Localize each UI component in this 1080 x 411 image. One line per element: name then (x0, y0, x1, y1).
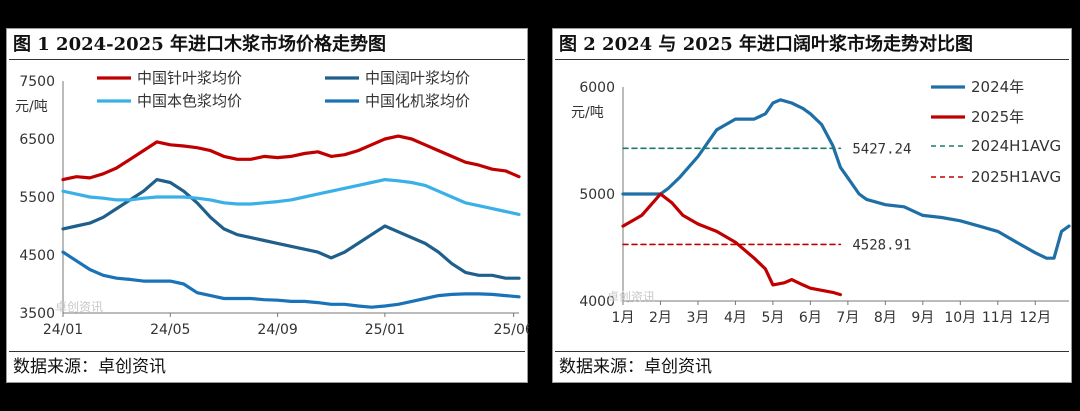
avg-value-label: 4528.91 (852, 237, 911, 253)
y-tick-label: 3500 (19, 306, 55, 322)
x-tick-label: 6月 (799, 310, 822, 326)
chart-panel-1: 图 1 2024-2025 年进口木浆市场价格走势图 3500 4500 5500 6… (6, 28, 529, 383)
y-tick-label: 5000 (579, 187, 615, 203)
legend-label-3: 中国化机浆均价 (365, 92, 470, 110)
legend-label-0: 中国针叶浆均价 (137, 69, 242, 87)
y-tick-label: 7500 (19, 74, 55, 90)
watermark: 卓创资讯 (607, 290, 655, 304)
watermark: 卓创资讯 (55, 300, 103, 314)
legend-label-1: 中国阔叶浆均价 (365, 69, 470, 87)
y-tick-label: 5500 (19, 190, 55, 206)
chart-2-plot: 4000 5000 6000 元/吨 1月 2月 3月 4月 5月 6月 7月 8月 9月 10月 11月 1… (571, 78, 1071, 326)
legend-label-2: 2024H1AVG (971, 137, 1061, 155)
chart-title: 图 2 2024 与 2025 年进口阔叶浆市场走势对比图 (555, 31, 1069, 60)
series-line-0 (621, 98, 1071, 260)
x-tick-label: 24/01 (43, 322, 83, 338)
x-tick-label: 10月 (944, 310, 976, 326)
legend-label-3: 2025H1AVG (971, 168, 1061, 186)
series-line-3 (61, 250, 521, 309)
chart-1-plot: 3500 4500 5500 6500 7500 元/吨 24/01 24/05 24/09 25… (15, 69, 529, 338)
x-tick-label: 3月 (686, 310, 709, 326)
legend-label-2: 中国本色浆均价 (137, 92, 242, 110)
y-tick-label: 6500 (19, 132, 55, 148)
x-tick-label: 12月 (1019, 310, 1051, 326)
x-tick-label: 11月 (982, 310, 1014, 326)
chart-source: 数据来源：卓创资讯 (555, 351, 1069, 382)
series-line-1 (61, 178, 521, 280)
chart-panel-2: 图 2 2024 与 2025 年进口阔叶浆市场走势对比图 4000 5000 60… (552, 28, 1072, 383)
legend-label-0: 2024年 (971, 78, 1024, 96)
x-tick-label: 25/06 (493, 322, 529, 338)
x-tick-label: 9月 (911, 310, 934, 326)
chart-source: 数据来源：卓创资讯 (9, 351, 525, 382)
series-line-1 (621, 192, 842, 297)
y-axis-unit: 元/吨 (571, 105, 604, 121)
x-tick-label: 4月 (724, 310, 747, 326)
x-tick-label: 8月 (874, 310, 897, 326)
y-tick-label: 6000 (579, 80, 615, 96)
y-tick-label: 4500 (19, 248, 55, 264)
x-tick-label: 1月 (612, 310, 635, 326)
legend-label-1: 2025年 (971, 108, 1024, 126)
x-tick-label: 24/05 (150, 322, 190, 338)
y-tick-label: 4000 (579, 294, 615, 310)
x-tick-label: 5月 (761, 310, 784, 326)
x-tick-label: 7月 (836, 310, 859, 326)
x-tick-label: 2月 (649, 310, 672, 326)
chart-title: 图 1 2024-2025 年进口木浆市场价格走势图 (9, 31, 525, 60)
series-line-0 (61, 134, 521, 182)
x-tick-label: 24/09 (257, 322, 297, 338)
series-line-2 (61, 178, 521, 216)
avg-value-label: 5427.24 (852, 141, 911, 157)
y-axis-unit: 元/吨 (15, 99, 48, 115)
x-tick-label: 25/01 (365, 322, 405, 338)
